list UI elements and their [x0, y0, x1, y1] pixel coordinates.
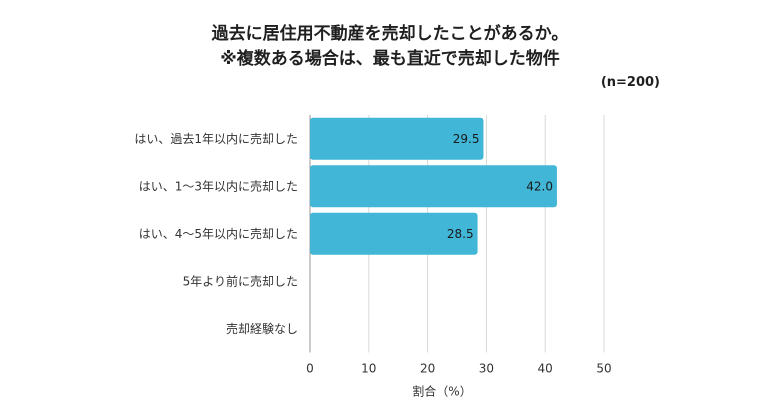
x-tick-label: 50 [596, 362, 611, 376]
sample-size-note: (n=200) [600, 75, 660, 90]
data-label: 28.5 [447, 227, 474, 241]
data-label: 42.0 [526, 179, 553, 193]
data-label: 29.5 [453, 132, 480, 146]
bar [310, 212, 478, 255]
chart-title: 過去に居住用不動産を売却したことがあるか。 ※複数ある場合は、最も直近で売却した… [0, 22, 780, 72]
x-tick-label: 10 [361, 362, 376, 376]
category-label: 5年より前に売却した [183, 273, 298, 288]
x-tick-label: 40 [538, 362, 553, 376]
chart-title-line-2: ※複数ある場合は、最も直近で売却した物件 [220, 49, 560, 69]
bar [310, 117, 484, 160]
x-tick-label: 0 [306, 362, 314, 376]
bar [310, 165, 557, 208]
x-tick-label: 20 [420, 362, 435, 376]
category-label: 売却経験なし [226, 321, 298, 336]
category-label: はい、4〜5年以内に売却した [139, 226, 298, 241]
x-axis-title: 割合（%） [412, 384, 471, 399]
chart-title-line-1: 過去に居住用不動産を売却したことがあるか。 [211, 24, 569, 44]
x-tick-label: 30 [479, 362, 494, 376]
category-label: はい、1〜3年以内に売却した [139, 178, 298, 193]
category-label: はい、過去1年以内に売却した [134, 131, 298, 146]
